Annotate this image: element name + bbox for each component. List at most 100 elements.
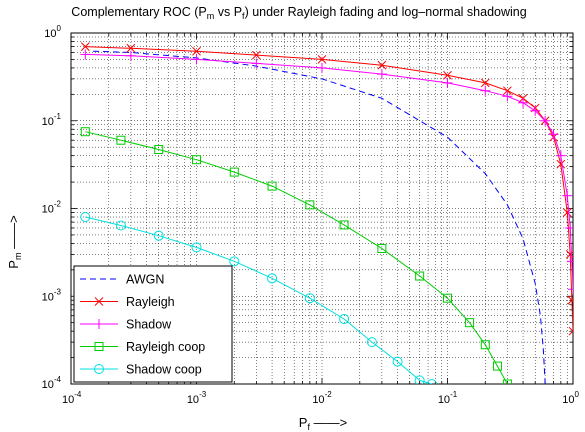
data-point [492,361,502,371]
data-point [267,273,278,284]
data-point [191,54,202,65]
data-point [377,60,387,70]
x-tick-label: 10-1 [438,390,458,406]
data-point [80,42,90,51]
data-point [192,155,201,165]
data-point [566,256,573,267]
data-point [502,91,513,102]
data-point [252,50,261,60]
data-point [414,375,425,384]
data-point [565,222,573,233]
data-point [317,62,327,73]
data-point [153,230,164,241]
data-point [442,77,453,88]
legend-marker [94,364,104,374]
data-point [80,127,90,137]
series-line [93,50,546,384]
legend-marker [94,319,104,329]
legend-item: AWGN [80,273,164,287]
series-line [85,46,573,332]
x-tick-label: 10-3 [187,390,207,406]
data-point [267,181,277,191]
data-point [567,295,573,305]
axis-ticks [71,33,573,384]
data-point [251,58,262,69]
data-point [426,379,437,384]
data-point [415,271,425,281]
y-tick-label: 100 [44,24,61,40]
x-tick-label: 10-4 [62,390,82,406]
data-point [565,250,573,259]
data-point [502,379,512,384]
legend-marker [94,342,104,351]
data-point [530,105,541,116]
data-point [115,220,126,231]
data-point [154,145,164,155]
series-awgn [93,50,546,384]
svg-text:Complementary ROC (Pm vs Pf) u: Complementary ROC (Pm vs Pf) under Rayle… [71,5,526,21]
data-point [229,167,239,177]
data-point [317,55,327,64]
x-tick-label: 10-2 [312,390,332,406]
y-axis-label: Pm ——> [6,215,23,268]
y-tick-label: 10-2 [42,200,62,216]
data-point [304,293,315,304]
data-point [465,318,475,328]
data-point [125,50,136,61]
data-point [126,43,136,53]
legend-item: Shadow [80,318,172,332]
x-tick-labels: 10-4 10-3 10-2 10-1 100 [62,390,580,406]
data-point [540,115,551,126]
data-point [116,135,126,145]
chart-title: Complementary ROC (Pm vs Pf) under Rayle… [71,5,526,21]
legend-label: Rayleigh coop [126,340,205,354]
data-point [305,200,315,210]
data-point [548,129,559,140]
data-point [339,314,350,325]
series-shadow-coop [80,212,437,384]
legend-marker [94,297,104,306]
legend-label: Shadow coop [126,363,202,377]
svg-text:Pf ——>: Pf ——> [299,415,347,432]
x-axis-label: Pf ——> [299,415,347,432]
data-point [480,78,490,88]
legend-item: Rayleigh [80,295,175,309]
series-shadow [80,49,573,295]
data-point [80,212,91,223]
data-point [503,86,512,96]
data-point [480,85,491,96]
data-point [562,208,572,217]
legend-item: Rayleigh coop [80,340,205,354]
x-tick-label: 100 [562,390,579,406]
legend-label: AWGN [126,273,164,287]
data-point [562,190,573,201]
series-rayleigh-coop [80,127,512,384]
data-point [339,220,349,230]
y-tick-label: 10-1 [42,112,62,128]
legend-label: Shadow [126,318,172,332]
data-point [191,242,202,253]
svg-text:Pm ——>: Pm ——> [6,215,23,268]
data-point [443,70,452,80]
series-line [85,131,508,384]
data-point [376,69,387,80]
data-point [556,159,566,169]
data-point [480,340,490,350]
data-point [366,337,377,348]
legend-label: Rayleigh [126,295,175,309]
data-point [229,256,240,267]
series-layer [80,42,573,384]
legend: AWGN Rayleigh Shadow Rayleigh coop Shadow co… [73,265,233,383]
y-tick-label: 10-4 [42,375,62,391]
series-line [85,53,573,290]
data-point [392,356,403,367]
data-point [192,46,201,56]
y-tick-labels: 10-4 10-3 10-2 10-1 100 [42,24,62,391]
data-point [568,284,573,295]
data-point [555,150,566,161]
y-tick-label: 10-3 [42,287,62,303]
data-point [518,97,529,108]
data-point [443,293,452,303]
data-point [568,326,573,336]
